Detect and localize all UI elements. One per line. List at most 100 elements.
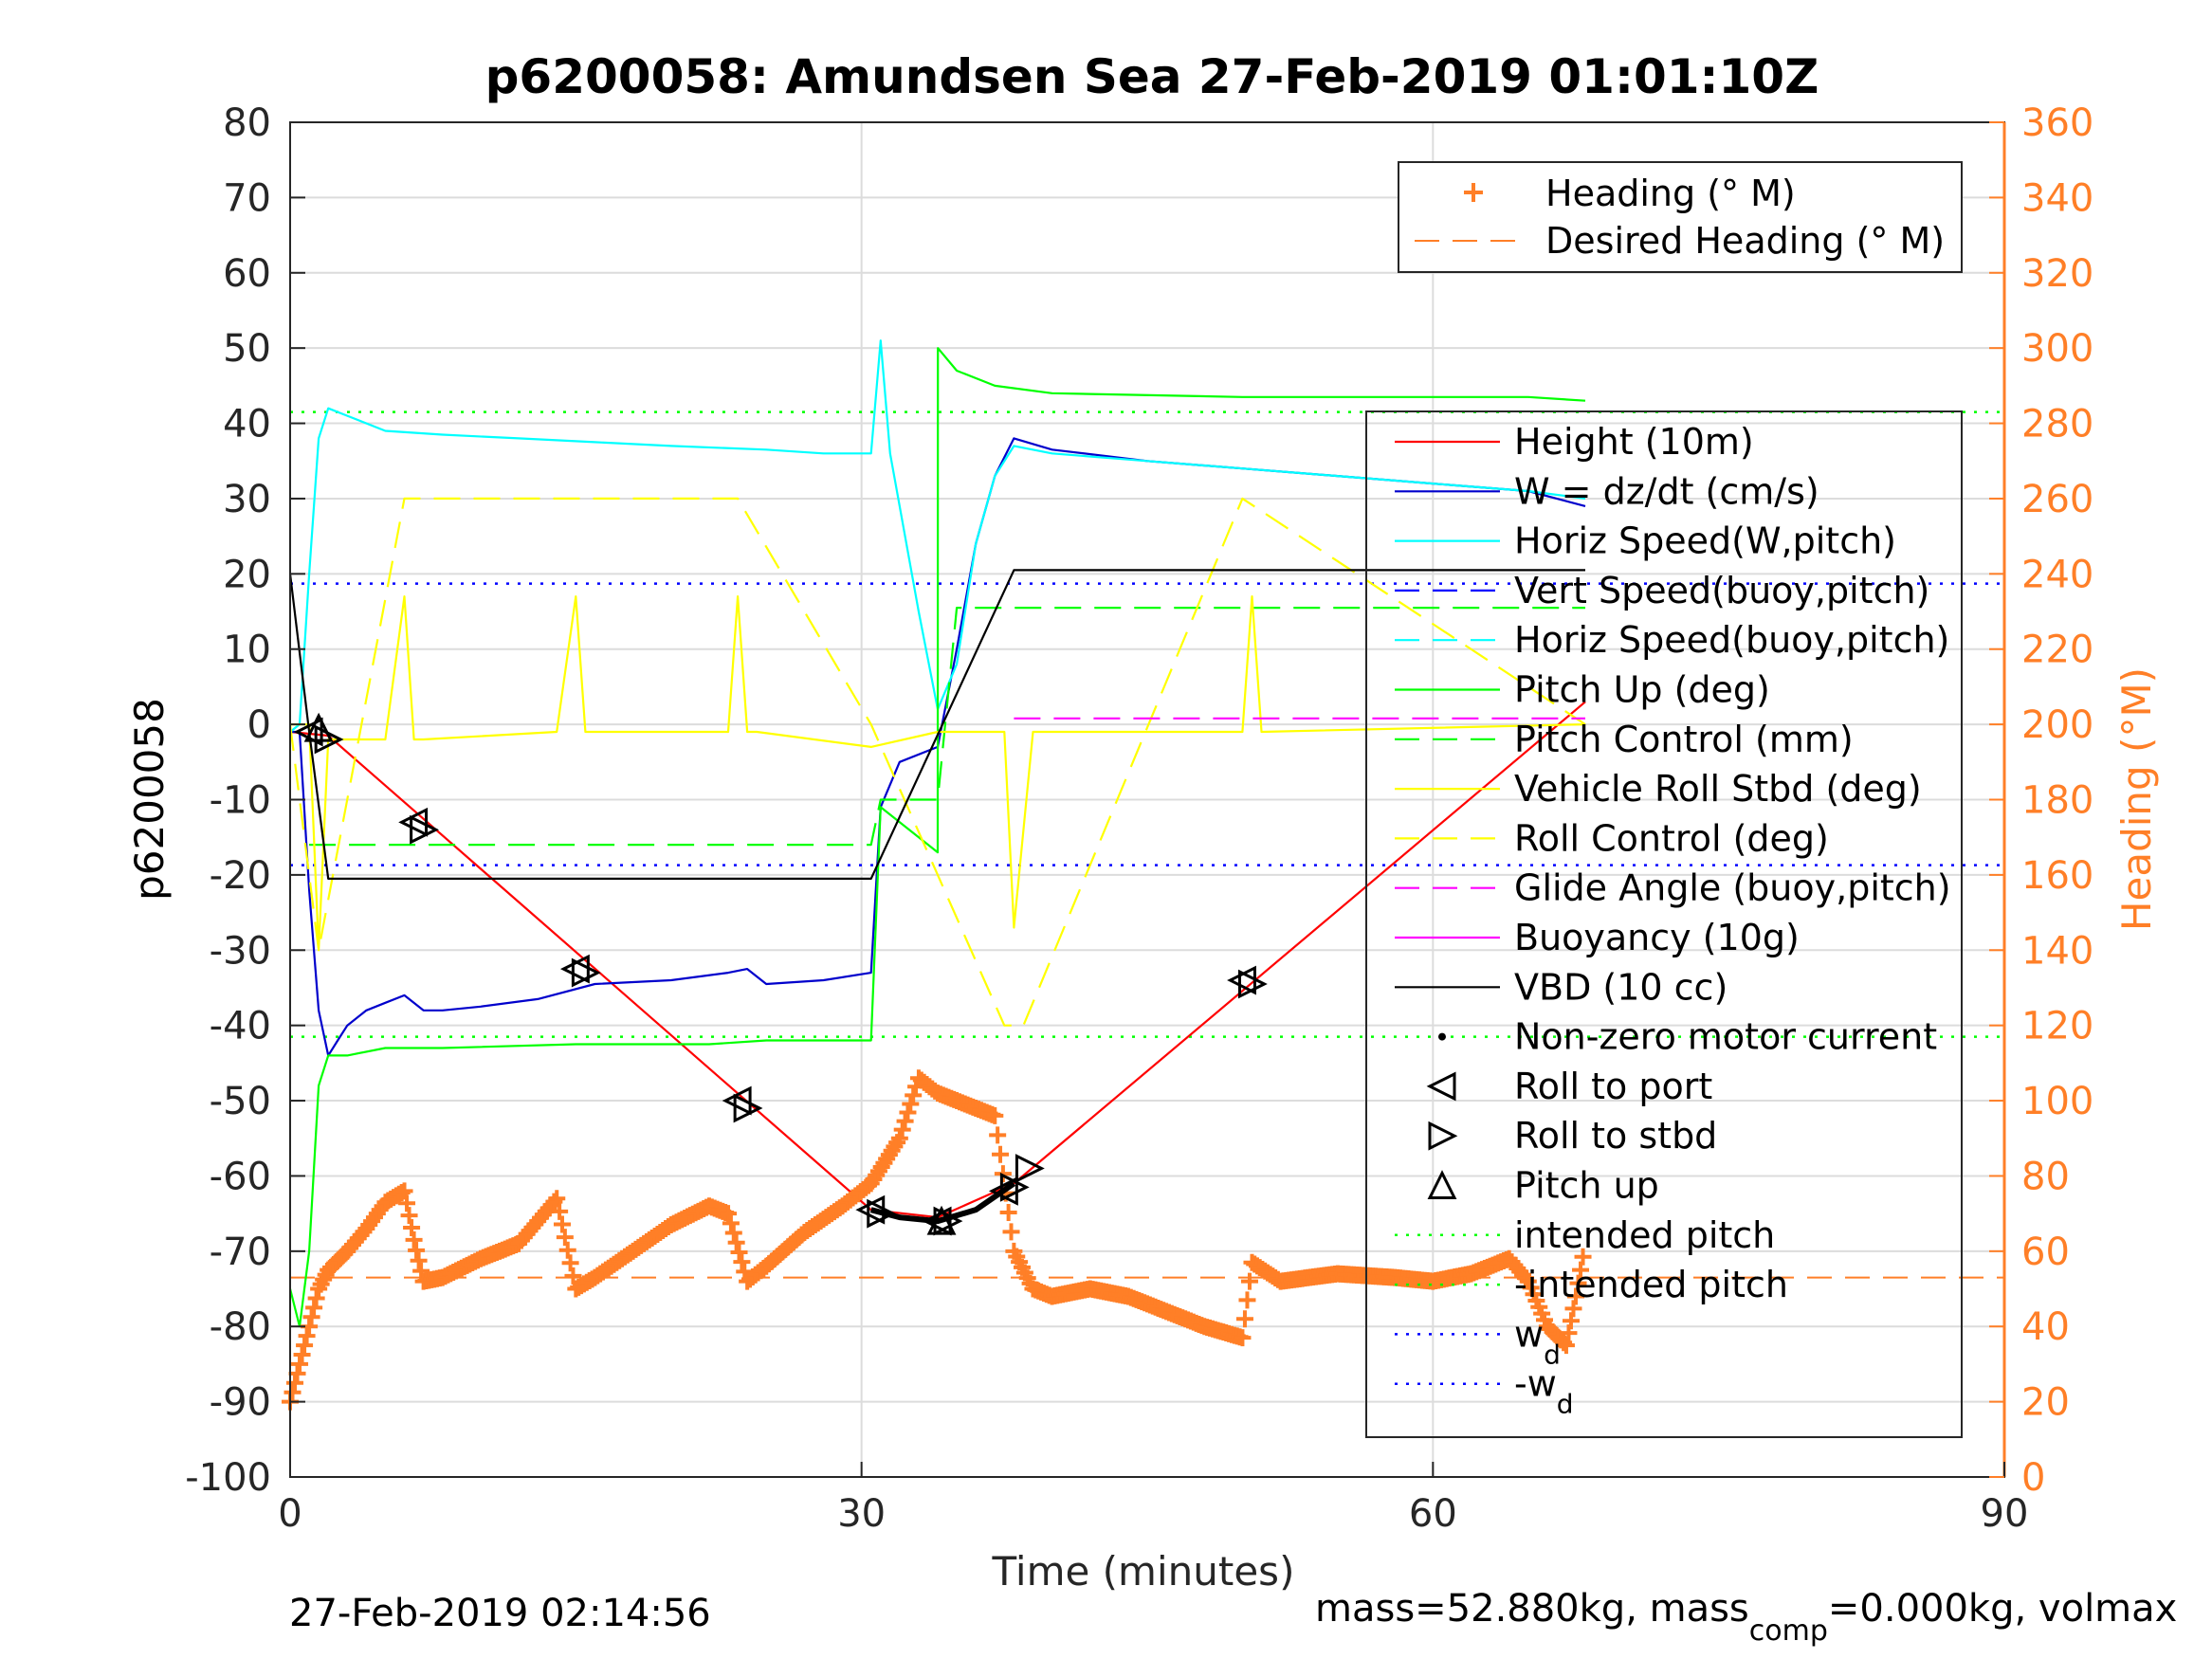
x-tick-label: 30 [837, 1492, 886, 1536]
series-vehicle-roll-stbd-deg [290, 594, 1586, 952]
heading-point [296, 1337, 314, 1355]
y-tick-label-left: -50 [210, 1080, 271, 1123]
heading-point [1567, 1287, 1584, 1305]
series-pitch-up-deg [288, 347, 1586, 1328]
roll-to-stbd-marker [1015, 1154, 1045, 1183]
y-tick-label-right: 20 [2021, 1381, 2070, 1425]
legend-swatch [1427, 1170, 1457, 1199]
y-tick-label-left: 40 [223, 403, 271, 447]
heading-point [1572, 1261, 1590, 1279]
heading-point [730, 1243, 748, 1261]
heading-point [733, 1253, 751, 1271]
heading-point [408, 1241, 426, 1259]
footer-mass: mass=52.880kg, masscomp=0.000kg, volmax [1315, 1587, 2177, 1648]
roll-to-port-marker [398, 807, 429, 837]
roll-to-stbd-marker [867, 1198, 897, 1229]
roll-to-stbd-marker [733, 1093, 763, 1123]
roll-to-stbd-marker [999, 1172, 1030, 1202]
heading-point [556, 1229, 574, 1247]
footer-mass-part1: mass=52.880kg, mass [1315, 1587, 1749, 1631]
pitch-up-marker [303, 712, 334, 742]
legend-label-text: Pitch Control (mm) [1514, 719, 1854, 760]
y-tick-label-right: 340 [2021, 176, 2093, 220]
heading-point [291, 1355, 309, 1373]
legend-label: VBD (10 cc) [1514, 966, 1728, 1008]
y-tick-label-right: 360 [2021, 101, 2093, 145]
heading-point [1564, 1300, 1582, 1318]
heading-point [307, 1289, 325, 1307]
heading-point [905, 1086, 923, 1104]
legend-label-text: intended pitch [1514, 1214, 1775, 1256]
legend-label-text: -w [1514, 1363, 1557, 1405]
y-tick-label-right: 140 [2021, 929, 2093, 973]
y-axis-label-right: Heading (°M) [2113, 667, 2160, 931]
heading-point [1240, 1272, 1258, 1290]
y-tick-label-left: 30 [223, 478, 271, 521]
y-tick-label-right: 80 [2021, 1155, 2070, 1198]
legend-label: Height (10m) [1514, 421, 1754, 463]
series-heading-m [282, 1069, 1592, 1411]
heading-point [1574, 1248, 1592, 1266]
y-tick-label-left: 0 [247, 703, 271, 747]
heading-point [403, 1219, 421, 1237]
heading-point [1234, 1329, 1252, 1347]
x-tick-label: 90 [1981, 1492, 2029, 1536]
legend-label-text: Roll to port [1514, 1066, 1712, 1107]
roll-to-port-marker [722, 1085, 752, 1116]
heading-point [286, 1374, 304, 1392]
heading-point [288, 1364, 306, 1382]
y-tick-label-left: 60 [223, 252, 271, 296]
heading-point [1238, 1291, 1256, 1309]
heading-point [398, 1194, 416, 1212]
heading-point [410, 1251, 428, 1269]
heading-point [1562, 1312, 1580, 1330]
y-tick-label-right: 320 [2021, 252, 2093, 296]
legend-label-text: Vehicle Roll Stbd (deg) [1514, 768, 1922, 810]
legend-swatch [1438, 1032, 1446, 1041]
x-tick-label: 0 [278, 1492, 302, 1536]
legend-label-text: w [1514, 1313, 1544, 1355]
heading-point [727, 1233, 745, 1251]
heading-point [899, 1103, 917, 1121]
legend-label: Horiz Speed(W,pitch) [1514, 520, 1896, 562]
y-axis-label-left: p6200058 [126, 698, 173, 901]
series-horiz-speed-w-pitch [289, 339, 1586, 733]
y-tick-label-left: 80 [223, 101, 271, 145]
legend-label: -intended pitch [1514, 1264, 1788, 1305]
legend-label-text: -intended pitch [1514, 1264, 1788, 1305]
heading-point [724, 1224, 742, 1242]
legend-label-text: Non-zero motor current [1514, 1016, 1937, 1058]
heading-point [722, 1214, 740, 1232]
legend-label: Glide Angle (buoy,pitch) [1514, 867, 1951, 909]
legend-label: Roll to stbd [1514, 1115, 1717, 1157]
heading-point [553, 1215, 571, 1233]
legend-label-sub: d [1557, 1389, 1574, 1420]
legend-label-text: W = dz/dt (cm/s) [1514, 470, 1819, 512]
footer-mass-part2: =0.000kg, volmax [1828, 1587, 2177, 1631]
y-tick-label-left: 20 [223, 553, 271, 596]
legend-heading-label: Heading (° M) [1545, 173, 1796, 214]
y-tick-label-left: -20 [210, 854, 271, 898]
legend-label: Roll to port [1514, 1066, 1712, 1107]
legend-label: Roll Control (deg) [1514, 817, 1829, 859]
legend-label-text: Glide Angle (buoy,pitch) [1514, 867, 1951, 909]
y-tick-label-left: -80 [210, 1305, 271, 1349]
roll-to-stbd-marker [571, 957, 601, 988]
heading-point [548, 1190, 566, 1208]
legend-desired-heading-label: Desired Heading (° M) [1545, 220, 1945, 262]
y-tick-label-right: 220 [2021, 629, 2093, 672]
legend-main-box [1365, 410, 1963, 1438]
roll-to-port-marker [293, 717, 323, 747]
heading-point [1235, 1310, 1253, 1328]
heading-point [558, 1241, 576, 1259]
legend-label: Pitch up [1514, 1165, 1659, 1207]
heading-point [992, 1145, 1010, 1163]
legend-label-text: VBD (10 cc) [1514, 966, 1728, 1008]
heading-point [1516, 1269, 1534, 1287]
y-tick-label-left: 10 [223, 629, 271, 672]
legend-label-text: Horiz Speed(buoy,pitch) [1514, 619, 1949, 661]
y-tick-label-left: 70 [223, 176, 271, 220]
heading-point [1569, 1274, 1587, 1292]
heading-point [994, 1165, 1012, 1183]
y-tick-label-left: -30 [210, 929, 271, 973]
